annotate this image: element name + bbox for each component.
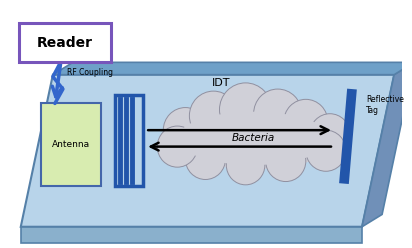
Text: Reader: Reader: [37, 36, 93, 50]
Circle shape: [226, 145, 265, 185]
Circle shape: [185, 138, 225, 180]
Text: Bacteria: Bacteria: [232, 133, 275, 143]
Text: Reflective
Tag: Reflective Tag: [366, 95, 404, 115]
Text: RF Coupling: RF Coupling: [67, 68, 113, 77]
Circle shape: [254, 89, 302, 138]
Ellipse shape: [177, 112, 330, 165]
Polygon shape: [53, 62, 412, 75]
Polygon shape: [21, 227, 362, 243]
Bar: [115, 95, 143, 186]
Ellipse shape: [169, 108, 338, 169]
Circle shape: [163, 108, 208, 153]
Circle shape: [157, 126, 197, 167]
Text: Antenna: Antenna: [52, 140, 90, 149]
Bar: [41, 103, 101, 186]
Circle shape: [190, 91, 238, 140]
Text: IDT: IDT: [212, 78, 231, 88]
Polygon shape: [362, 62, 412, 227]
Circle shape: [310, 114, 350, 155]
Circle shape: [306, 130, 346, 171]
FancyBboxPatch shape: [19, 23, 111, 62]
Circle shape: [284, 99, 328, 145]
Circle shape: [220, 83, 272, 136]
Circle shape: [266, 140, 306, 182]
Polygon shape: [21, 75, 394, 227]
